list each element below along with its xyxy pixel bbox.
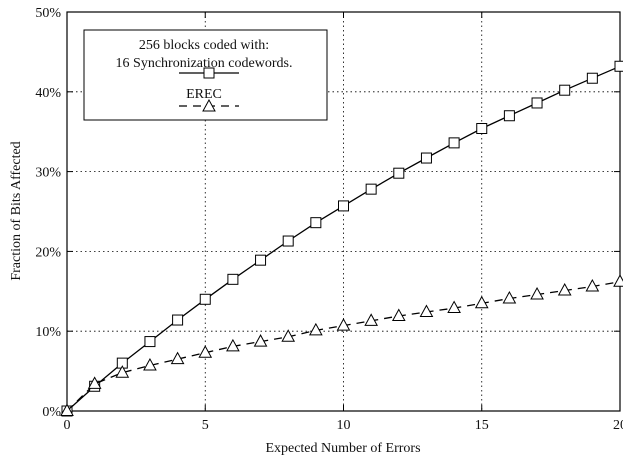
y-tick-label: 40% <box>35 86 61 101</box>
data-point-square <box>310 217 322 229</box>
x-axis-label: Expected Number of Errors <box>265 441 420 456</box>
data-point-square <box>227 273 239 285</box>
x-tick-label: 5 <box>202 418 209 433</box>
series-1 <box>61 60 623 417</box>
data-point-triangle <box>143 357 157 371</box>
x-tick-label: 10 <box>337 418 351 433</box>
data-point-square <box>448 137 460 149</box>
data-point-square <box>199 293 211 305</box>
data-point-triangle <box>364 313 378 326</box>
data-point-triangle <box>530 286 544 300</box>
legend-label-series-1-line-2: 16 Synchronization codewords. <box>116 56 293 71</box>
series-2 <box>60 274 623 416</box>
data-point-square <box>365 183 377 195</box>
data-point-triangle <box>226 338 240 352</box>
x-tick-label: 20 <box>613 418 623 433</box>
legend-marker-triangle <box>202 98 216 112</box>
data-point-triangle <box>613 274 623 287</box>
data-point-triangle <box>309 322 323 336</box>
data-point-square <box>420 152 432 164</box>
y-tick-label: 10% <box>35 325 61 340</box>
data-point-triangle <box>336 318 351 331</box>
y-axis: 0% 10% 20% 30% 40% 50% <box>35 6 620 420</box>
data-point-square <box>144 336 156 348</box>
data-point-triangle <box>60 403 74 416</box>
x-tick-label: 15 <box>475 418 489 433</box>
data-point-square <box>172 314 184 326</box>
data-point-triangle <box>253 334 268 347</box>
data-point-triangle <box>419 304 434 318</box>
x-tick-label: 0 <box>64 418 71 433</box>
y-axis-label: Fraction of Bits Affected <box>9 141 24 280</box>
data-point-triangle <box>391 308 406 322</box>
data-point-square <box>503 110 515 122</box>
data-point-square <box>531 97 543 109</box>
y-tick-label: 50% <box>35 6 61 21</box>
data-point-triangle <box>585 278 600 292</box>
legend-label-series-2: EREC <box>186 87 222 102</box>
data-point-triangle <box>87 376 102 389</box>
series-group <box>60 60 623 417</box>
y-tick-label: 30% <box>35 166 61 181</box>
data-point-triangle <box>281 329 296 342</box>
data-point-square <box>338 200 349 212</box>
data-point-triangle <box>198 345 213 358</box>
data-point-square <box>586 72 598 84</box>
data-point-square <box>559 84 571 96</box>
data-point-square <box>282 235 294 247</box>
data-point-triangle <box>447 300 461 314</box>
grid-lines <box>67 12 620 411</box>
data-point-triangle <box>115 365 130 378</box>
data-point-square <box>393 167 405 179</box>
data-point-square <box>476 123 488 135</box>
data-point-square <box>255 254 267 266</box>
y-tick-label: 20% <box>35 245 61 260</box>
data-point-square <box>614 60 623 72</box>
data-point-triangle <box>557 282 572 296</box>
legend: 256 blocks coded with: 16 Synchronizatio… <box>83 29 328 121</box>
data-point-triangle <box>474 295 489 309</box>
data-point-triangle <box>170 351 185 365</box>
y-tick-label: 0% <box>42 405 61 420</box>
data-point-triangle <box>502 290 517 304</box>
legend-marker-square <box>203 67 215 79</box>
legend-label-series-1-line-1: 256 blocks coded with: <box>139 38 269 53</box>
